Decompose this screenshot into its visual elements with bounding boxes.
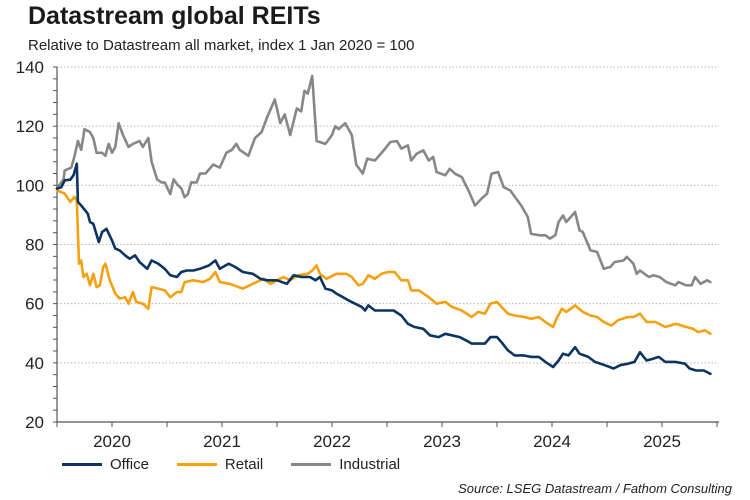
y-tick-label: 140: [16, 58, 44, 77]
x-tick-label: 2024: [533, 432, 571, 451]
y-tick-label: 40: [25, 354, 44, 373]
y-tick-label: 60: [25, 295, 44, 314]
source-note: Source: LSEG Datastream / Fathom Consult…: [458, 481, 732, 496]
series-line-retail: [55, 189, 712, 336]
legend-label-retail: Retail: [224, 456, 264, 473]
x-tick-label: 2023: [423, 432, 461, 451]
legend-item-industrial: Industrial: [291, 456, 400, 473]
y-tick-label: 20: [25, 413, 44, 432]
chart-title: Datastream global REITs: [28, 2, 321, 30]
legend-swatch-industrial: [291, 463, 332, 466]
y-tick-label: 120: [16, 117, 44, 136]
x-tick-label: 2020: [93, 432, 131, 451]
y-tick-label: 80: [25, 236, 44, 255]
legend: Office Retail Industrial: [62, 456, 428, 473]
legend-item-retail: Retail: [176, 456, 264, 473]
x-tick-label: 2025: [643, 432, 681, 451]
series-line-office: [55, 162, 712, 376]
chart-subtitle: Relative to Datastream all market, index…: [28, 37, 415, 54]
x-tick-label: 2021: [203, 432, 241, 451]
legend-swatch-office: [62, 463, 102, 466]
legend-label-office: Office: [110, 456, 149, 473]
legend-swatch-retail: [176, 463, 217, 466]
legend-item-office: Office: [62, 456, 149, 473]
legend-label-industrial: Industrial: [339, 456, 401, 473]
y-tick-label: 100: [16, 176, 44, 195]
series-line-industrial: [55, 74, 712, 287]
x-tick-label: 2022: [313, 432, 351, 451]
